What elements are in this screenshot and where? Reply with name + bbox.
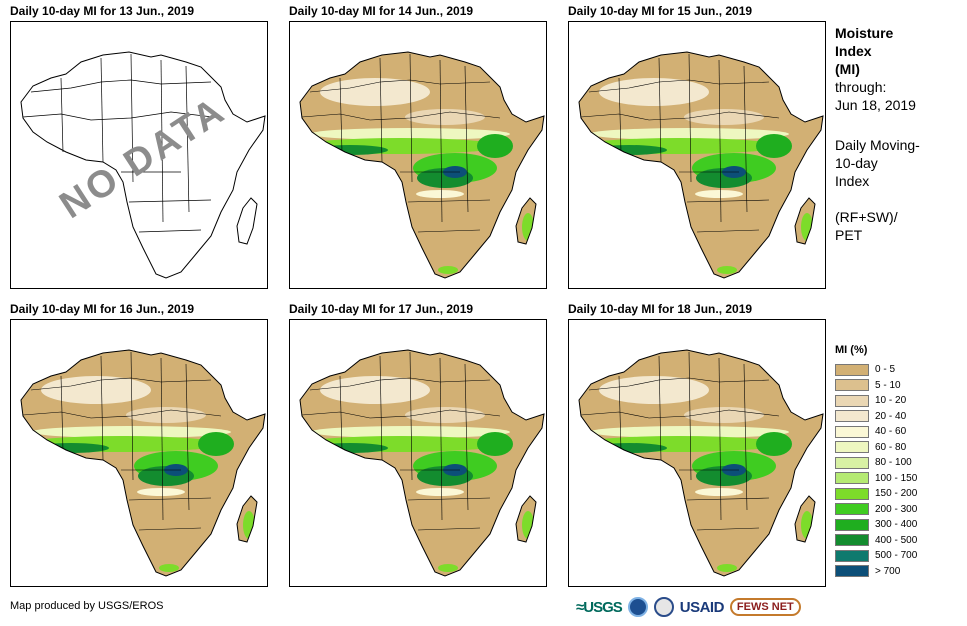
legend-label: 500 - 700: [875, 550, 918, 562]
index-description: Moisture Index (MI) through: Jun 18, 201…: [835, 24, 960, 244]
moisture-index-map: [578, 349, 824, 577]
index-title-line3: (MI): [835, 61, 860, 77]
legend-rows: 0 - 5 5 - 10 10 - 20 20 - 40 40 - 60 60 - 80 8…: [835, 362, 960, 579]
legend-item: 0 - 5: [835, 362, 960, 378]
panel-title: Daily 10-day MI for 17 Jun., 2019: [289, 302, 474, 316]
legend-label: 0 - 5: [875, 364, 896, 376]
usaid-logo: USAID: [679, 598, 725, 616]
desc-line3: Index: [835, 173, 870, 189]
legend-item: 60 - 80: [835, 440, 960, 456]
map-frame: [568, 21, 826, 289]
usgs-logo: ≈USGS: [576, 598, 623, 616]
mi-legend: MI (%) 0 - 5 5 - 10 10 - 20 20 - 40 40 - 60 6…: [835, 344, 960, 579]
map-frame: [568, 319, 826, 587]
legend-swatch: [835, 379, 869, 392]
legend-swatch: [835, 410, 869, 423]
legend-item: 150 - 200: [835, 486, 960, 502]
panel-title: Daily 10-day MI for 14 Jun., 2019: [289, 4, 474, 18]
moisture-index-map: [299, 51, 545, 279]
desc-line2: 10-day: [835, 155, 878, 171]
legend-swatch: [835, 565, 869, 578]
legend-swatch: [835, 456, 869, 469]
legend-label: > 700: [875, 565, 901, 577]
through-date: Jun 18, 2019: [835, 97, 916, 113]
legend-item: 80 - 100: [835, 455, 960, 471]
legend-swatch: [835, 472, 869, 485]
legend-item: 400 - 500: [835, 533, 960, 549]
legend-label: 300 - 400: [875, 519, 918, 531]
legend-item: 20 - 40: [835, 409, 960, 425]
legend-swatch: [835, 549, 869, 562]
mi-fill: [21, 350, 265, 576]
noaa-logo-icon: [627, 597, 648, 617]
legend-item: 500 - 700: [835, 548, 960, 564]
formula-line1: (RF+SW)/: [835, 209, 898, 225]
through-label: through:: [835, 79, 887, 95]
mi-fill: [300, 52, 544, 278]
legend-swatch: [835, 441, 869, 454]
map-credit: Map produced by USGS/EROS: [10, 600, 164, 612]
legend-item: 300 - 400: [835, 517, 960, 533]
partner-logos: ≈USGS USAID FEWS NET: [576, 594, 801, 620]
panel-title: Daily 10-day MI for 18 Jun., 2019: [568, 302, 753, 316]
legend-swatch: [835, 487, 869, 500]
map-frame: [289, 319, 547, 587]
legend-item: > 700: [835, 564, 960, 580]
map-panel-15jun: Daily 10-day MI for 15 Jun., 2019: [568, 4, 826, 290]
legend-title: MI (%): [835, 344, 868, 356]
legend-swatch: [835, 425, 869, 438]
moisture-index-map: [299, 349, 545, 577]
panel-title: Daily 10-day MI for 16 Jun., 2019: [10, 302, 195, 316]
legend-swatch: [835, 534, 869, 547]
map-panel-18jun: Daily 10-day MI for 18 Jun., 2019: [568, 302, 826, 588]
legend-label: 200 - 300: [875, 503, 918, 515]
mi-fill: [300, 350, 544, 576]
legend-label: 10 - 20: [875, 395, 907, 407]
legend-label: 40 - 60: [875, 426, 907, 438]
legend-label: 60 - 80: [875, 441, 907, 453]
legend-label: 20 - 40: [875, 410, 907, 422]
legend-label: 400 - 500: [875, 534, 918, 546]
africa-outline-map: [20, 51, 266, 279]
map-frame: [289, 21, 547, 289]
mi-fill: [579, 350, 823, 576]
nasa-seal-icon: [653, 597, 674, 617]
moisture-index-map: [578, 51, 824, 279]
panel-title: Daily 10-day MI for 13 Jun., 2019: [10, 4, 195, 18]
legend-item: 100 - 150: [835, 471, 960, 487]
map-panel-13jun: Daily 10-day MI for 13 Jun., 2019 NO DAT…: [10, 4, 268, 290]
map-panel-17jun: Daily 10-day MI for 17 Jun., 2019: [289, 302, 547, 588]
index-title-line2: Index: [835, 43, 872, 59]
legend-swatch: [835, 503, 869, 516]
legend-swatch: [835, 394, 869, 407]
desc-line1: Daily Moving-: [835, 137, 920, 153]
legend-label: 100 - 150: [875, 472, 918, 484]
legend-label: 150 - 200: [875, 488, 918, 500]
index-title-line1: Moisture: [835, 25, 894, 41]
legend-item: 5 - 10: [835, 378, 960, 394]
map-panel-16jun: Daily 10-day MI for 16 Jun., 2019: [10, 302, 268, 588]
panel-title: Daily 10-day MI for 15 Jun., 2019: [568, 4, 753, 18]
map-panel-14jun: Daily 10-day MI for 14 Jun., 2019: [289, 4, 547, 290]
formula-line2: PET: [835, 227, 863, 243]
legend-item: 10 - 20: [835, 393, 960, 409]
legend-label: 5 - 10: [875, 379, 901, 391]
legend-item: 40 - 60: [835, 424, 960, 440]
map-frame: [10, 319, 268, 587]
fews-net-logo: FEWS NET: [729, 598, 801, 616]
legend-swatch: [835, 518, 869, 531]
map-frame: NO DATA: [10, 21, 268, 289]
legend-item: 200 - 300: [835, 502, 960, 518]
moisture-index-map: [20, 349, 266, 577]
mi-fill: [579, 52, 823, 278]
legend-swatch: [835, 363, 869, 376]
legend-label: 80 - 100: [875, 457, 912, 469]
